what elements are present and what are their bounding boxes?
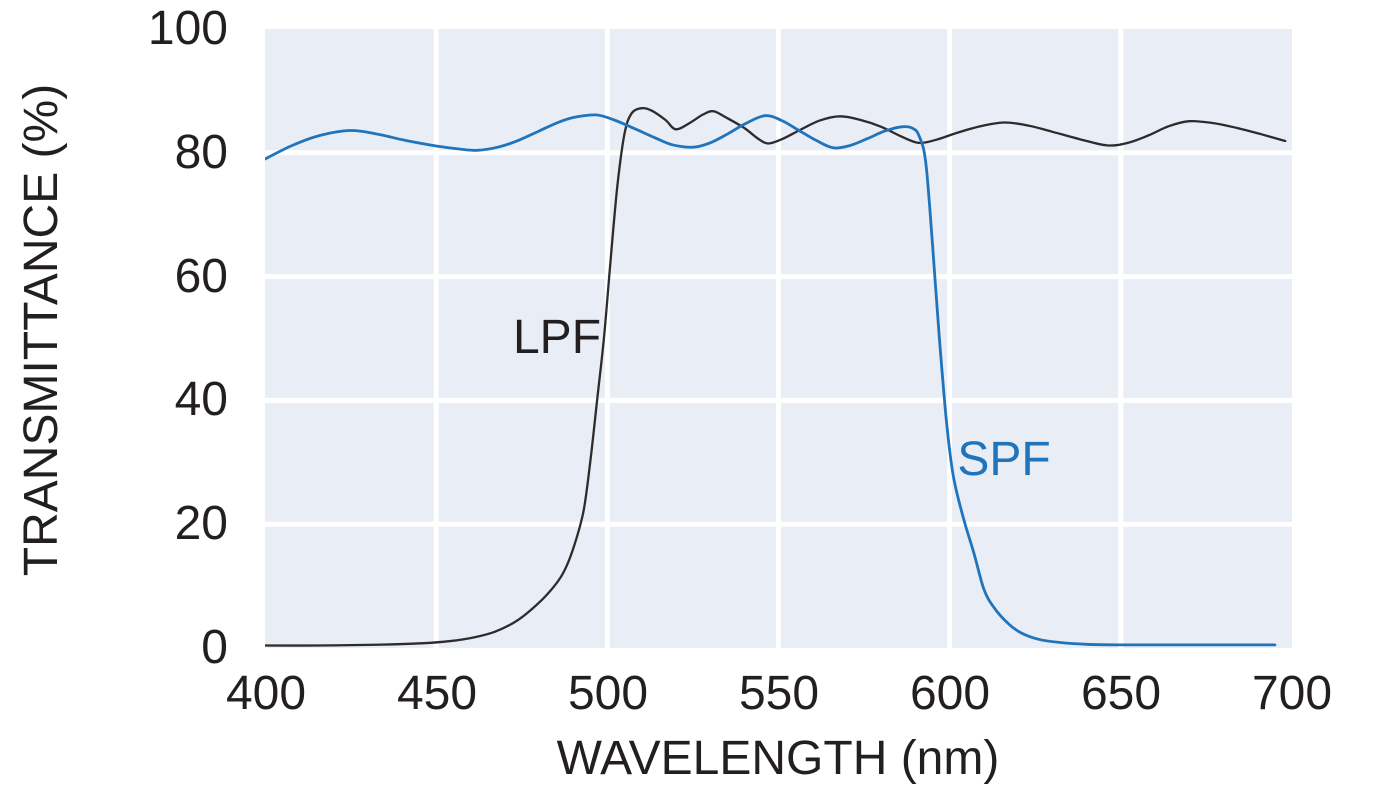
x-tick-550: 550 [738,667,820,720]
x-tick-600: 600 [909,667,991,720]
y-tick-0: 0 [201,621,228,674]
y-tick-60: 60 [174,250,228,303]
spf-curve-label: SPF [957,433,1051,486]
lpf-curve-label: LPF [512,311,602,364]
x-tick-500: 500 [567,667,649,720]
spf-curve [265,113,1277,647]
x-tick-400: 400 [225,667,307,720]
gridlines [265,29,1292,648]
curves [265,106,1287,647]
y-tick-20: 20 [174,497,228,550]
x-axis-title: WAVELENGTH (nm) [556,732,1000,785]
x-tick-700: 700 [1251,667,1333,720]
x-tick-650: 650 [1080,667,1162,720]
plot-canvas [265,29,1292,648]
y-tick-40: 40 [174,373,228,426]
x-tick-450: 450 [396,667,478,720]
lpf-curve [265,106,1287,647]
y-tick-100: 100 [147,2,228,55]
y-axis-title: TRANSMITTANCE (%) [15,83,68,577]
y-tick-80: 80 [174,126,228,179]
